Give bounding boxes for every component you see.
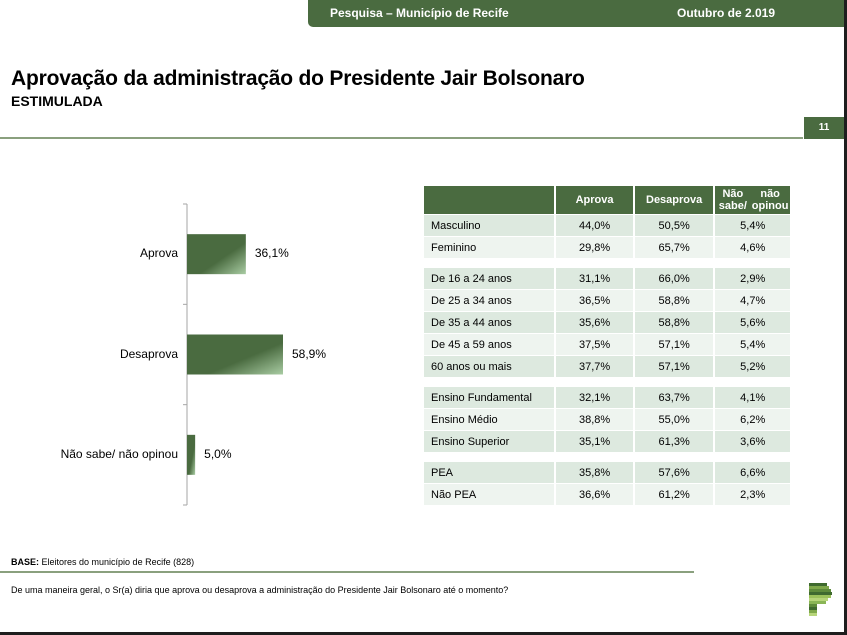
- cell-nao-sabe: 5,6%: [715, 312, 790, 333]
- cell-aprova: 36,5%: [556, 290, 633, 311]
- cell-aprova: 32,1%: [556, 387, 633, 408]
- table-row: Masculino 44,0% 50,5% 5,4%: [424, 215, 790, 236]
- table-header-nao-sabe: Não sabe/ não opinou: [715, 186, 790, 214]
- cell-nao-sabe: 5,4%: [715, 215, 790, 236]
- chart-value-label: 36,1%: [254, 246, 289, 261]
- chart-value-label: 58,9%: [292, 346, 327, 361]
- table-row: PEA 35,8% 57,6% 6,6%: [424, 462, 790, 483]
- cell-desaprova: 66,0%: [634, 268, 714, 289]
- base-note: BASE: Eleitores do município de Recife (…: [11, 557, 194, 567]
- cell-nao-sabe: 6,6%: [715, 462, 790, 483]
- cell-desaprova: 63,7%: [634, 387, 714, 408]
- cell-nao-sabe: 6,2%: [715, 409, 790, 430]
- page-number-badge: 11: [804, 117, 844, 139]
- chart-canvas: [183, 203, 283, 506]
- cell-desaprova: 61,3%: [634, 431, 714, 452]
- cell-desaprova: 58,8%: [634, 290, 714, 311]
- table-row: De 16 a 24 anos 31,1% 66,0% 2,9%: [424, 268, 790, 289]
- cell-nao-sabe: 5,4%: [715, 334, 790, 355]
- row-label: 60 anos ou mais: [424, 356, 555, 377]
- row-label: PEA: [424, 462, 555, 483]
- table-row: 60 anos ou mais 37,7% 57,1% 5,2%: [424, 356, 790, 377]
- chart-category-label: Desaprova: [119, 346, 178, 361]
- table-row: Ensino Superior 35,1% 61,3% 3,6%: [424, 431, 790, 452]
- header-divider: [0, 137, 803, 139]
- table-row: Feminino 29,8% 65,7% 4,6%: [424, 237, 790, 258]
- cell-desaprova: 57,1%: [634, 356, 714, 377]
- cell-aprova: 37,5%: [556, 334, 633, 355]
- table-row: Ensino Médio 38,8% 55,0% 6,2%: [424, 409, 790, 430]
- cell-nao-sabe: 5,2%: [715, 356, 790, 377]
- cell-nao-sabe: 2,9%: [715, 268, 790, 289]
- row-label: Feminino: [424, 237, 555, 258]
- cell-desaprova: 57,6%: [634, 462, 714, 483]
- page-title: Aprovação da administração do Presidente…: [11, 67, 585, 90]
- table-header-nao-sabe-line1: Não sabe/: [718, 188, 747, 212]
- table-header-nao-sabe-line2: não opinou: [751, 188, 789, 212]
- cell-aprova: 44,0%: [556, 215, 633, 236]
- row-label: De 35 a 44 anos: [424, 312, 555, 333]
- table-row: De 45 a 59 anos 37,5% 57,1% 5,4%: [424, 334, 790, 355]
- cell-aprova: 35,1%: [556, 431, 633, 452]
- table-header-desaprova: Desaprova: [634, 186, 714, 214]
- table-header-blank: [424, 186, 555, 214]
- cell-nao-sabe: 4,7%: [715, 290, 790, 311]
- cell-nao-sabe: 2,3%: [715, 484, 790, 505]
- survey-question: De uma maneira geral, o Sr(a) diria que …: [11, 585, 509, 595]
- cell-desaprova: 50,5%: [634, 215, 714, 236]
- stacked-bars-p-logo-icon: [809, 583, 832, 616]
- cell-desaprova: 65,7%: [634, 237, 714, 258]
- row-label: De 45 a 59 anos: [424, 334, 555, 355]
- cell-aprova: 35,6%: [556, 312, 633, 333]
- row-label: Não PEA: [424, 484, 555, 505]
- base-label: BASE:: [11, 557, 40, 567]
- chart-bar: [187, 434, 196, 475]
- cell-nao-sabe: 4,6%: [715, 237, 790, 258]
- cell-desaprova: 57,1%: [634, 334, 714, 355]
- survey-label: Pesquisa – Município de Recife: [330, 6, 509, 20]
- table-group-gap: [424, 377, 790, 386]
- row-label: Ensino Médio: [424, 409, 555, 430]
- table-header-aprova: Aprova: [556, 186, 633, 214]
- chart-category-label: Aprova: [139, 246, 178, 261]
- cell-aprova: 38,8%: [556, 409, 633, 430]
- cell-aprova: 29,8%: [556, 237, 633, 258]
- row-label: De 25 a 34 anos: [424, 290, 555, 311]
- table-body: Masculino 44,0% 50,5% 5,4% Feminino 29,8% 65,7…: [424, 215, 790, 505]
- crosstab-table: Aprova Desaprova Não sabe/ não opinou Ma…: [424, 186, 790, 505]
- chart-value-label: 5,0%: [204, 446, 232, 461]
- row-label: Masculino: [424, 215, 555, 236]
- cell-aprova: 36,6%: [556, 484, 633, 505]
- footer-divider: [0, 571, 694, 573]
- survey-date: Outubro de 2.019: [677, 6, 776, 20]
- chart-category-label: Não sabe/ não opinou: [60, 446, 178, 461]
- page-subtitle: ESTIMULADA: [11, 93, 103, 109]
- table-row: Ensino Fundamental 32,1% 63,7% 4,1%: [424, 387, 790, 408]
- cell-nao-sabe: 3,6%: [715, 431, 790, 452]
- cell-desaprova: 55,0%: [634, 409, 714, 430]
- table-group-gap: [424, 452, 790, 461]
- base-text: Eleitores do município de Recife (828): [39, 557, 195, 567]
- cell-desaprova: 61,2%: [634, 484, 714, 505]
- cell-nao-sabe: 4,1%: [715, 387, 790, 408]
- cell-aprova: 37,7%: [556, 356, 633, 377]
- top-banner: Pesquisa – Município de Recife Outubro d…: [308, 0, 844, 27]
- window-border-bottom: [0, 632, 847, 635]
- table-row: Não PEA 36,6% 61,2% 2,3%: [424, 484, 790, 505]
- approval-bar-chart: Aprova 36,1% Desaprova 58,9% Não sabe/ não o…: [0, 195, 400, 515]
- row-label: Ensino Superior: [424, 431, 555, 452]
- cell-desaprova: 58,8%: [634, 312, 714, 333]
- row-label: Ensino Fundamental: [424, 387, 555, 408]
- cell-aprova: 35,8%: [556, 462, 633, 483]
- table-row: De 35 a 44 anos 35,6% 58,8% 5,6%: [424, 312, 790, 333]
- chart-bar: [187, 334, 283, 375]
- window-border-right: [844, 0, 847, 635]
- table-row: De 25 a 34 anos 36,5% 58,8% 4,7%: [424, 290, 790, 311]
- chart-bar: [187, 234, 246, 275]
- cell-aprova: 31,1%: [556, 268, 633, 289]
- row-label: De 16 a 24 anos: [424, 268, 555, 289]
- table-header-row: Aprova Desaprova Não sabe/ não opinou: [424, 186, 790, 214]
- table-group-gap: [424, 258, 790, 267]
